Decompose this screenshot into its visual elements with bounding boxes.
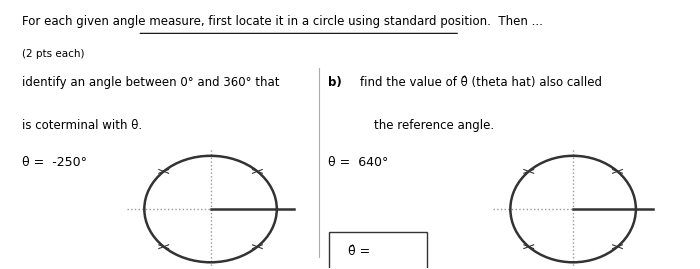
Text: θ =  -250°: θ = -250°: [22, 156, 88, 169]
Text: θ =  640°: θ = 640°: [328, 156, 388, 169]
Text: θ̂ =: θ̂ =: [348, 245, 370, 258]
Text: b): b): [328, 76, 342, 89]
Text: identify an angle between 0° and 360° that: identify an angle between 0° and 360° th…: [22, 76, 280, 89]
Text: find the value of θ̂ (theta hat) also called: find the value of θ̂ (theta hat) also ca…: [360, 76, 603, 89]
FancyBboxPatch shape: [329, 232, 427, 269]
Text: is coterminal with θ.: is coterminal with θ.: [22, 119, 142, 132]
Text: For each given angle measure, first locate it in a circle using standard positio: For each given angle measure, first loca…: [22, 15, 543, 28]
Text: the reference angle.: the reference angle.: [374, 119, 493, 132]
Text: (2 pts each): (2 pts each): [22, 49, 85, 59]
